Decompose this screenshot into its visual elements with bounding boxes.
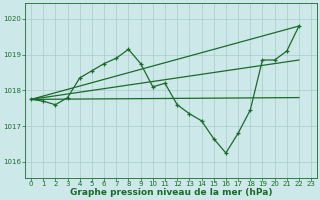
X-axis label: Graphe pression niveau de la mer (hPa): Graphe pression niveau de la mer (hPa) — [70, 188, 272, 197]
